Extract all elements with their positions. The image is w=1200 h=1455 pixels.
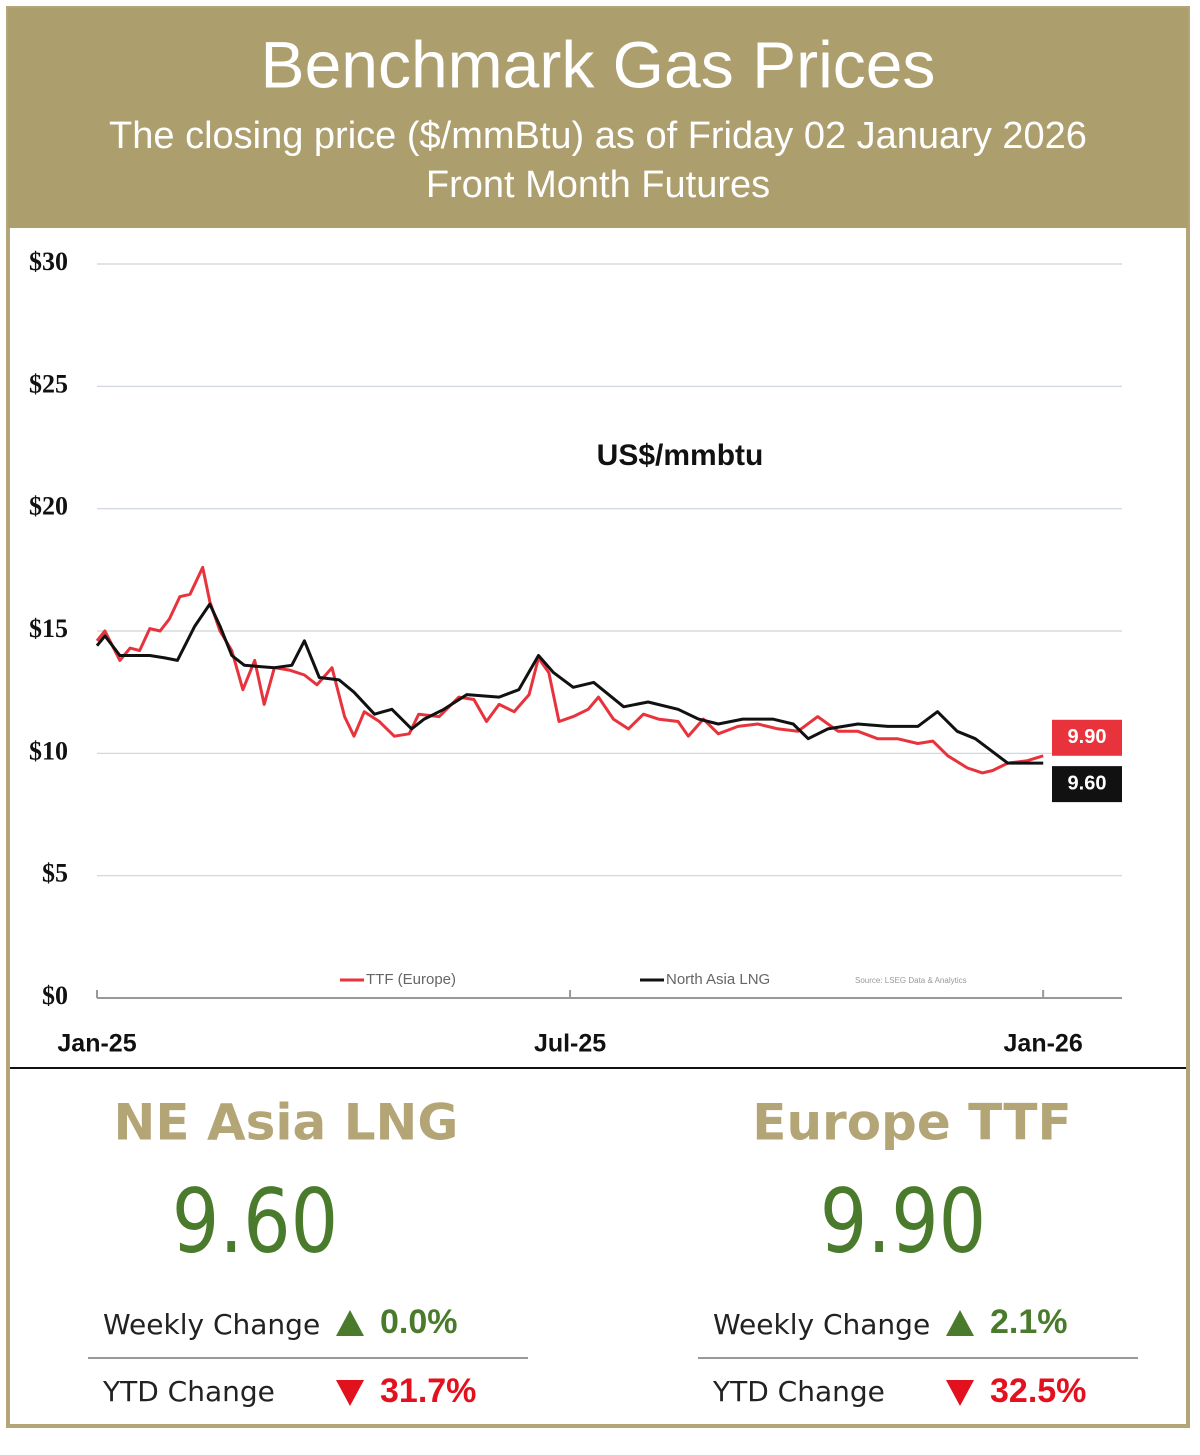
end-label-box xyxy=(1052,766,1122,803)
annotation: US$/mmbtu xyxy=(597,439,764,472)
weekly-change: 0.0% xyxy=(380,1303,458,1341)
end-label: 9.60 xyxy=(1068,772,1107,794)
subtitle: The closing price ($/mmBtu) as of Friday… xyxy=(109,115,1087,157)
legend-label: North Asia LNG xyxy=(666,971,770,988)
y-tick-label: $0 xyxy=(42,981,68,1010)
y-tick-label: $20 xyxy=(29,492,68,521)
panel-name: Europe TTF xyxy=(752,1094,1071,1152)
up-arrow xyxy=(336,1310,364,1336)
weekly-label: Weekly Change xyxy=(713,1308,930,1341)
header-band xyxy=(8,8,1188,228)
y-tick-label: $10 xyxy=(29,736,68,765)
chart: $0 $5 $10 $15 $20 $25 $30 Jan-25 Jul-25 Jan-26 US$… xyxy=(29,247,1122,1058)
y-tick-label: $15 xyxy=(29,614,68,643)
up-arrow xyxy=(946,1310,974,1336)
ytd-change: 32.5% xyxy=(990,1372,1086,1410)
panel-price: 9.60 xyxy=(172,1171,339,1273)
ytd-label: YTD Change xyxy=(712,1375,885,1408)
ytd-change: 31.7% xyxy=(380,1372,476,1410)
weekly-change: 2.1% xyxy=(990,1303,1068,1341)
down-arrow xyxy=(336,1380,364,1406)
source: Source: LSEG Data & Analytics xyxy=(855,976,967,985)
y-tick-label: $30 xyxy=(29,247,68,276)
panel-price: 9.90 xyxy=(820,1171,987,1273)
y-tick-label: $25 xyxy=(29,369,68,398)
end-label-box xyxy=(1052,719,1122,756)
panel-name: NE Asia LNG xyxy=(114,1094,459,1152)
x-tick-label: Jan-26 xyxy=(1004,1030,1083,1058)
panels: NE Asia LNG 9.60 Weekly Change 0.0% YTD Chan… xyxy=(88,1094,1138,1410)
ytd-label: YTD Change xyxy=(102,1375,275,1408)
end-label: 9.90 xyxy=(1068,726,1107,748)
down-arrow xyxy=(946,1380,974,1406)
frame xyxy=(6,6,1190,1428)
x-tick-label: Jul-25 xyxy=(534,1030,606,1058)
series-line xyxy=(95,602,1044,765)
legend-label: TTF (Europe) xyxy=(366,971,456,988)
title: Benchmark Gas Prices xyxy=(261,27,936,101)
y-tick-label: $5 xyxy=(42,859,68,888)
subtitle: Front Month Futures xyxy=(426,164,770,206)
weekly-label: Weekly Change xyxy=(103,1308,320,1341)
x-tick-label: Jan-25 xyxy=(57,1030,136,1058)
